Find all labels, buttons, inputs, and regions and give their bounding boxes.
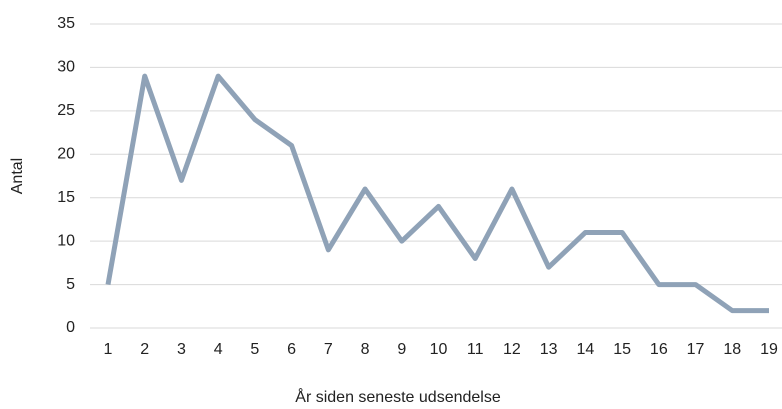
x-tick-label: 15 <box>613 341 631 358</box>
y-tick-label: 10 <box>57 232 75 249</box>
x-tick-label: 11 <box>467 341 484 358</box>
x-tick-label: 17 <box>687 341 705 358</box>
y-tick-label: 25 <box>57 102 75 119</box>
x-tick-label: 19 <box>760 341 778 358</box>
x-tick-label: 12 <box>503 341 521 358</box>
x-tick-label: 3 <box>177 341 186 358</box>
x-tick-label: 13 <box>540 341 558 358</box>
x-tick-label: 2 <box>140 341 149 358</box>
x-tick-label: 7 <box>324 341 333 358</box>
y-tick-label: 35 <box>57 15 75 32</box>
x-tick-label: 8 <box>361 341 370 358</box>
x-tick-label: 6 <box>287 341 296 358</box>
y-tick-label: 0 <box>66 319 75 336</box>
x-tick-label: 10 <box>430 341 448 358</box>
y-tick-label: 20 <box>57 146 75 163</box>
x-tick-label: 9 <box>397 341 406 358</box>
y-tick-label: 5 <box>66 276 75 293</box>
y-tick-label: 30 <box>57 59 75 76</box>
y-tick-label: 15 <box>57 189 75 206</box>
x-tick-label: 4 <box>214 341 223 358</box>
x-tick-label: 1 <box>104 341 113 358</box>
x-tick-label: 5 <box>250 341 259 358</box>
y-axis-title: Antal <box>9 158 26 194</box>
x-tick-label: 18 <box>723 341 741 358</box>
x-tick-label: 16 <box>650 341 668 358</box>
line-series <box>105 73 769 314</box>
x-axis-title: År siden seneste udsendelse <box>295 387 501 406</box>
x-tick-label: 14 <box>576 341 594 358</box>
